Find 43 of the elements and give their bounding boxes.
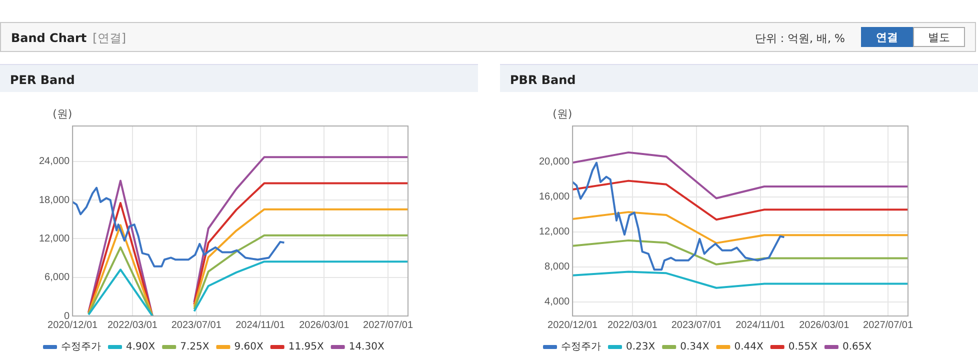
x-tick-label: 2027/07/01 <box>863 320 914 331</box>
text: [연결] <box>92 31 126 45</box>
x-tick-label: 2026/03/01 <box>299 320 350 331</box>
y-axis-title: (원) <box>552 107 572 120</box>
legend-label: 0.44X <box>734 342 764 353</box>
x-tick-label: 2022/03/01 <box>607 320 658 331</box>
text: Band Chart <box>11 31 87 45</box>
legend-label: 0.34X <box>680 342 710 353</box>
x-tick-label: 2027/07/01 <box>363 320 414 331</box>
x-tick-label: 2024/11/01 <box>736 320 786 331</box>
text: 연결 <box>861 27 913 47</box>
y-tick-label: 24,000 <box>38 156 70 168</box>
y-tick-label: 4,000 <box>544 296 570 308</box>
y-tick-label: 18,000 <box>38 194 70 206</box>
legend-label: 9.60X <box>234 342 264 353</box>
text: 단위 : 억원, 배, % <box>754 31 845 46</box>
y-tick-label: 0 <box>64 310 70 322</box>
x-tick-label: 2020/12/01 <box>48 320 98 331</box>
y-tick-label: 20,000 <box>538 156 570 168</box>
legend-label: 0.65X <box>842 342 872 353</box>
x-tick-label: 2024/11/01 <box>236 320 286 331</box>
y-tick-label: 12,000 <box>538 226 570 238</box>
x-tick-label: 2023/07/01 <box>171 320 222 331</box>
chart-title: PBR Band <box>500 64 978 92</box>
x-tick-label: 2026/03/01 <box>799 320 850 331</box>
legend-label: 0.55X <box>788 342 818 353</box>
legend-label: 11.95X <box>288 342 324 353</box>
legend-label: 7.25X <box>180 342 210 353</box>
y-tick-label: 16,000 <box>538 192 570 203</box>
text: 별도 <box>913 27 965 47</box>
legend-label: 14.30X <box>348 342 384 353</box>
legend-label: 4.90X <box>126 342 156 353</box>
y-tick-label: 12,000 <box>38 233 70 244</box>
x-tick-label: 2020/12/01 <box>548 320 598 331</box>
x-tick-label: 2022/03/01 <box>107 320 158 331</box>
legend-label: 수정주가 <box>561 342 601 353</box>
chart-title: PER Band <box>0 64 478 92</box>
y-axis-title: (원) <box>52 107 72 120</box>
x-tick-label: 2023/07/01 <box>671 320 722 331</box>
legend-label: 0.23X <box>626 342 656 353</box>
y-tick-label: 6,000 <box>44 272 70 284</box>
y-tick-label: 8,000 <box>544 262 570 273</box>
legend-label: 수정주가 <box>61 342 101 353</box>
